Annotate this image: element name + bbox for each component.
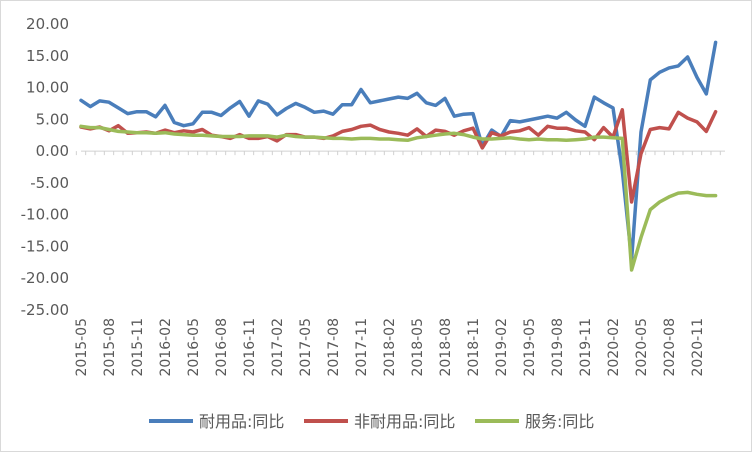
y-tick-label: -20.00 bbox=[21, 269, 69, 287]
y-tick-label: 5.00 bbox=[36, 110, 69, 128]
x-tick-label: 2015-05 bbox=[74, 318, 90, 377]
legend-label: 服务:同比 bbox=[525, 412, 594, 431]
y-tick-label: 15.00 bbox=[26, 47, 69, 65]
x-tick-label: 2018-02 bbox=[382, 318, 398, 377]
x-tick-label: 2019-11 bbox=[578, 318, 594, 377]
y-tick-label: -15.00 bbox=[21, 237, 69, 255]
x-tick-label: 2019-02 bbox=[494, 318, 510, 377]
x-tick-label: 2018-08 bbox=[438, 318, 454, 377]
y-tick-label: 20.00 bbox=[26, 15, 69, 33]
series-lines bbox=[79, 40, 718, 272]
x-tick-label: 2017-08 bbox=[326, 318, 342, 377]
x-tick-label: 2016-08 bbox=[214, 318, 230, 377]
y-tick-label: -25.00 bbox=[21, 301, 69, 319]
y-tick-label: -10.00 bbox=[21, 206, 69, 224]
legend-label: 耐用品:同比 bbox=[199, 412, 284, 431]
x-tick-label: 2016-05 bbox=[186, 318, 202, 377]
x-tick-label: 2020-11 bbox=[690, 318, 706, 377]
x-tick-label: 2019-05 bbox=[522, 318, 538, 377]
x-tick-label: 2017-11 bbox=[354, 318, 370, 377]
x-tick-label: 2018-11 bbox=[466, 318, 482, 377]
x-tick-label: 2015-11 bbox=[130, 318, 146, 377]
x-tick-label: 2017-02 bbox=[270, 318, 286, 377]
series-line-3 bbox=[79, 124, 718, 272]
legend: 耐用品:同比 非耐用品:同比 服务:同比 bbox=[149, 412, 594, 431]
y-tick-label: -5.00 bbox=[30, 174, 69, 192]
y-axis-labels: 20.00 15.00 10.00 5.00 0.00 -5.00 -10.00 -15.00… bbox=[21, 15, 69, 319]
x-tick-label: 2016-11 bbox=[242, 318, 258, 377]
y-tick-label: 10.00 bbox=[26, 79, 69, 97]
x-tick-label: 2016-02 bbox=[158, 318, 174, 377]
x-tick-label: 2020-08 bbox=[662, 318, 678, 377]
x-axis-labels: 2015-05 2015-08 2015-11 2016-02 2016-05 2016-… bbox=[74, 318, 706, 377]
y-tick-label: 0.00 bbox=[36, 142, 69, 160]
series-line-2 bbox=[79, 108, 718, 204]
x-tick-label: 2020-05 bbox=[634, 318, 650, 377]
x-tick-label: 2017-05 bbox=[298, 318, 314, 377]
x-tick-label: 2020-02 bbox=[606, 318, 622, 377]
x-tick-label: 2015-08 bbox=[102, 318, 118, 377]
x-tick-label: 2018-05 bbox=[410, 318, 426, 377]
series-line-1 bbox=[79, 40, 718, 261]
x-tick-label: 2019-08 bbox=[550, 318, 566, 377]
legend-label: 非耐用品:同比 bbox=[354, 412, 455, 431]
